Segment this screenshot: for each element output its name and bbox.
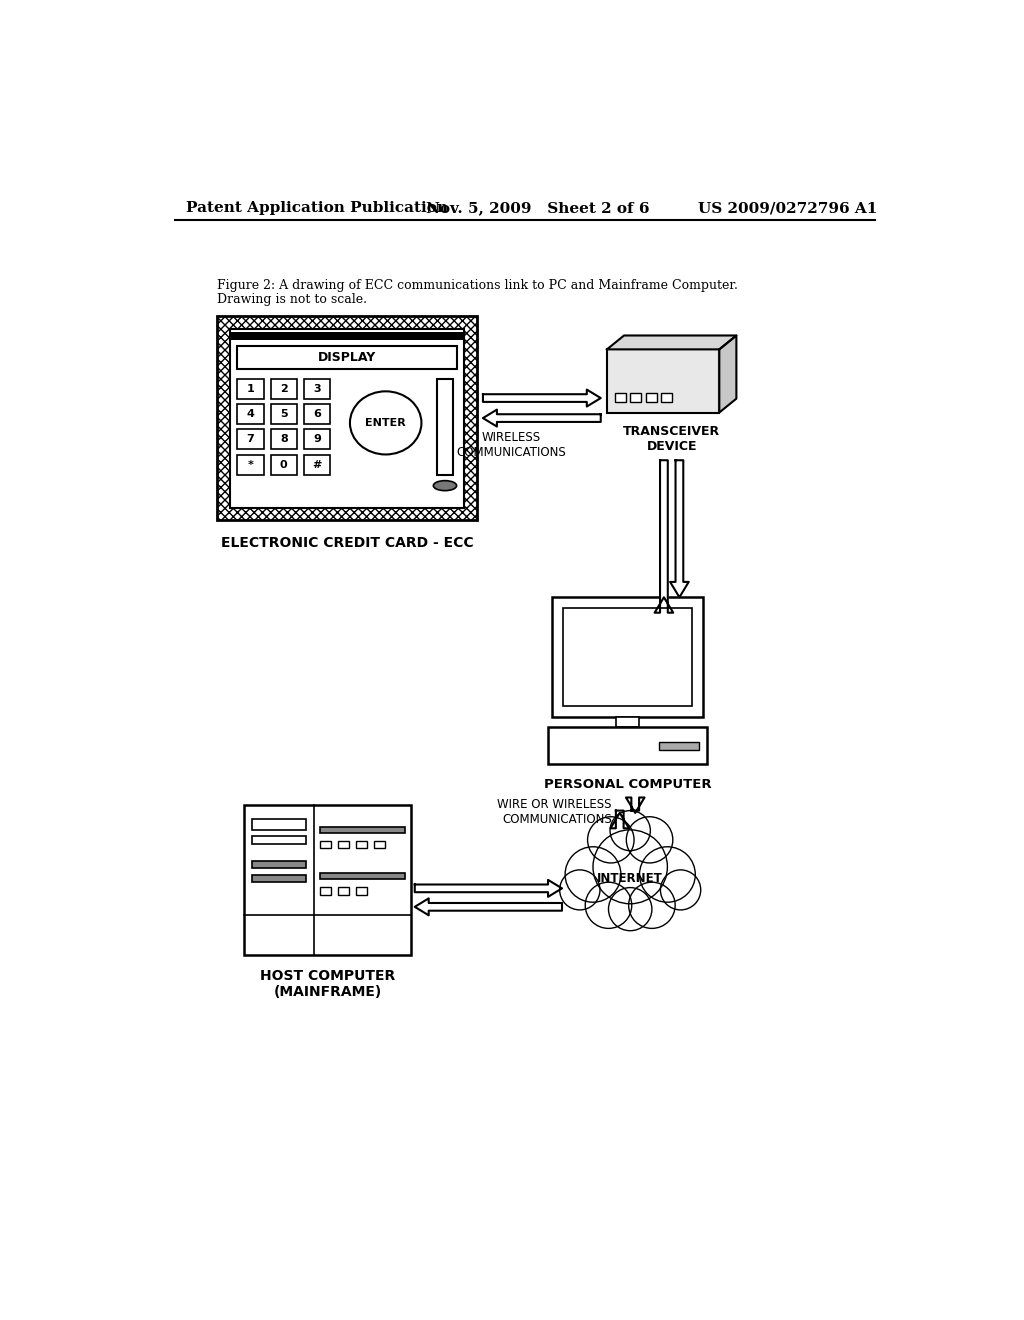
Bar <box>252 818 306 830</box>
Polygon shape <box>483 409 601 426</box>
Text: #: # <box>312 459 322 470</box>
Polygon shape <box>610 810 629 829</box>
Circle shape <box>610 810 650 850</box>
Text: DISPLAY: DISPLAY <box>317 351 376 364</box>
Bar <box>217 317 477 520</box>
Text: PERSONAL COMPUTER: PERSONAL COMPUTER <box>544 779 712 791</box>
Bar <box>374 841 385 849</box>
Text: TRANSCEIVER
DEVICE: TRANSCEIVER DEVICE <box>623 425 720 453</box>
Circle shape <box>660 870 700 909</box>
Polygon shape <box>654 461 673 612</box>
Text: Nov. 5, 2009   Sheet 2 of 6: Nov. 5, 2009 Sheet 2 of 6 <box>426 202 650 215</box>
Circle shape <box>629 882 675 928</box>
Polygon shape <box>719 335 736 412</box>
Text: 7: 7 <box>247 434 254 445</box>
Bar <box>321 826 404 833</box>
Bar <box>229 329 464 508</box>
Bar <box>646 393 656 403</box>
Bar <box>338 887 349 895</box>
Bar <box>356 841 367 849</box>
Bar <box>270 455 297 475</box>
Polygon shape <box>626 797 644 813</box>
Bar <box>662 393 672 403</box>
Bar <box>615 717 639 727</box>
Text: 3: 3 <box>313 384 321 393</box>
Bar <box>252 875 306 882</box>
Bar <box>321 887 332 895</box>
Text: WIRELESS
COMMUNICATIONS: WIRELESS COMMUNICATIONS <box>456 432 565 459</box>
Text: 5: 5 <box>280 409 288 418</box>
Bar <box>321 841 332 849</box>
Bar <box>630 393 641 403</box>
Bar <box>552 597 703 717</box>
Bar <box>437 379 453 475</box>
Polygon shape <box>607 335 736 350</box>
Bar <box>238 455 263 475</box>
Text: HOST COMPUTER
(MAINFRAME): HOST COMPUTER (MAINFRAME) <box>260 969 395 999</box>
Circle shape <box>593 830 668 904</box>
Bar <box>245 805 411 956</box>
Ellipse shape <box>433 480 457 491</box>
Circle shape <box>586 882 632 928</box>
Bar <box>238 346 457 370</box>
Text: 2: 2 <box>280 384 288 393</box>
Polygon shape <box>670 461 689 598</box>
Circle shape <box>608 887 652 931</box>
Bar <box>304 379 331 399</box>
Text: Patent Application Publication: Patent Application Publication <box>186 202 449 215</box>
Bar <box>238 429 263 449</box>
Text: ENTER: ENTER <box>366 418 407 428</box>
Text: 1: 1 <box>247 384 254 393</box>
Circle shape <box>627 817 673 863</box>
Bar <box>304 429 331 449</box>
Bar <box>548 727 707 764</box>
Bar <box>304 455 331 475</box>
Bar <box>229 333 464 341</box>
Bar <box>658 742 699 750</box>
Circle shape <box>565 847 621 903</box>
Polygon shape <box>415 899 562 915</box>
Text: 8: 8 <box>280 434 288 445</box>
Circle shape <box>588 817 634 863</box>
Bar <box>563 609 692 706</box>
Text: 6: 6 <box>313 409 322 418</box>
Bar <box>229 329 464 508</box>
Bar <box>270 404 297 424</box>
Text: Drawing is not to scale.: Drawing is not to scale. <box>217 293 368 306</box>
Text: 4: 4 <box>247 409 254 418</box>
Text: 9: 9 <box>313 434 322 445</box>
Bar <box>252 836 306 843</box>
Text: 0: 0 <box>280 459 288 470</box>
Bar <box>338 841 349 849</box>
Bar <box>238 379 263 399</box>
Bar <box>321 873 404 879</box>
Text: INTERNET: INTERNET <box>597 871 664 884</box>
Ellipse shape <box>350 391 422 454</box>
Polygon shape <box>415 880 562 896</box>
Polygon shape <box>483 389 601 407</box>
Circle shape <box>640 847 695 903</box>
Bar <box>270 429 297 449</box>
Text: US 2009/0272796 A1: US 2009/0272796 A1 <box>697 202 877 215</box>
Bar <box>270 379 297 399</box>
Text: ELECTRONIC CREDIT CARD - ECC: ELECTRONIC CREDIT CARD - ECC <box>220 536 473 549</box>
Circle shape <box>560 870 600 909</box>
Bar <box>238 404 263 424</box>
Text: *: * <box>248 459 253 470</box>
Text: Figure 2: A drawing of ECC communications link to PC and Mainframe Computer.: Figure 2: A drawing of ECC communication… <box>217 280 738 292</box>
Bar <box>252 861 306 869</box>
Bar <box>304 404 331 424</box>
Bar <box>614 393 626 403</box>
Bar <box>356 887 367 895</box>
Bar <box>607 350 719 412</box>
Text: WIRE OR WIRELESS
COMMUNICATIONS: WIRE OR WIRELESS COMMUNICATIONS <box>498 797 612 826</box>
